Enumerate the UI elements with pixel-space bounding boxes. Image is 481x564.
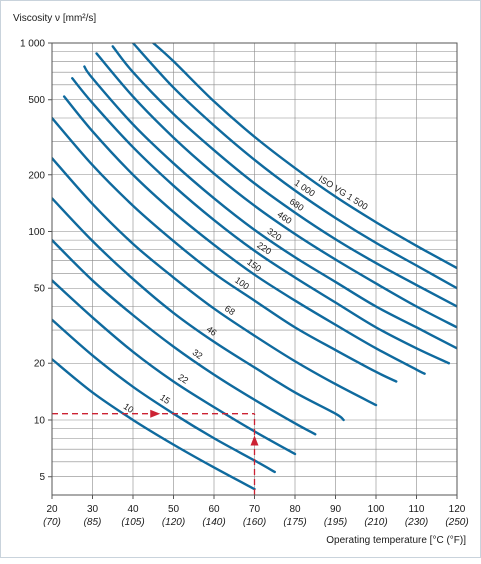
x-tick-sublabel: (160) xyxy=(243,517,266,528)
x-tick-label: 100 xyxy=(368,504,385,515)
x-tick-sublabel: (105) xyxy=(121,517,144,528)
curve-320 xyxy=(83,65,457,350)
curve-label: ISO VG 1 500 xyxy=(317,174,370,212)
y-tick-label: 100 xyxy=(28,227,45,238)
x-tick-label: 60 xyxy=(208,504,220,515)
x-tick-label: 80 xyxy=(289,504,301,515)
y-axis-title: Viscosity ν [mm²/s] xyxy=(13,13,96,24)
x-tick-sublabel: (70) xyxy=(43,517,61,528)
curve-label: 46 xyxy=(205,324,219,338)
x-tick-label: 20 xyxy=(46,504,58,515)
curve-1-000 xyxy=(131,43,457,290)
x-tick-label: 90 xyxy=(330,504,342,515)
curve-32 xyxy=(52,238,317,436)
y-tick-label: 20 xyxy=(34,359,46,370)
x-tick-sublabel: (195) xyxy=(324,517,347,528)
x-tick-sublabel: (210) xyxy=(364,517,387,528)
x-axis-title: Operating temperature [°C (°F)] xyxy=(326,535,466,546)
curve-220 xyxy=(71,77,451,365)
x-tick-sublabel: (175) xyxy=(283,517,306,528)
x-tick-sublabel: (120) xyxy=(162,517,185,528)
x-tick-label: 70 xyxy=(249,504,261,515)
y-tick-label: 1 000 xyxy=(20,39,45,50)
annotation-arrow-up-icon xyxy=(250,435,259,446)
curve-100 xyxy=(52,116,398,383)
x-tick-sublabel: (230) xyxy=(405,517,428,528)
curve-68 xyxy=(52,156,378,407)
x-tick-label: 40 xyxy=(127,504,139,515)
x-tick-sublabel: (250) xyxy=(445,517,468,528)
curve-label: 10 xyxy=(122,401,136,415)
x-tick-sublabel: (140) xyxy=(202,517,225,528)
curve-label: 15 xyxy=(158,392,172,406)
curve-10 xyxy=(52,358,256,491)
y-tick-label: 200 xyxy=(28,170,45,181)
curve-label: 68 xyxy=(223,303,237,317)
curve-iso-vg-1-500 xyxy=(152,43,457,270)
reading-example-annotation xyxy=(52,409,259,495)
y-tick-label: 10 xyxy=(34,415,46,426)
x-tick-label: 110 xyxy=(409,504,425,515)
x-tick-label: 50 xyxy=(168,504,180,515)
plot-border xyxy=(51,42,458,496)
x-tick-sublabel: (85) xyxy=(84,517,102,528)
curve-460 xyxy=(95,52,457,329)
curve-150 xyxy=(62,95,426,375)
y-tick-label: 500 xyxy=(28,95,45,106)
annotation-arrow-right-icon xyxy=(150,409,161,418)
curve-label: 32 xyxy=(191,347,205,361)
curve-label: 22 xyxy=(176,372,190,386)
curve-46 xyxy=(52,197,345,422)
y-tick-label: 5 xyxy=(39,472,45,483)
y-tick-label: 50 xyxy=(34,284,46,295)
curve-680 xyxy=(111,45,457,308)
x-tick-label: 120 xyxy=(449,504,466,515)
x-tick-label: 30 xyxy=(87,504,99,515)
